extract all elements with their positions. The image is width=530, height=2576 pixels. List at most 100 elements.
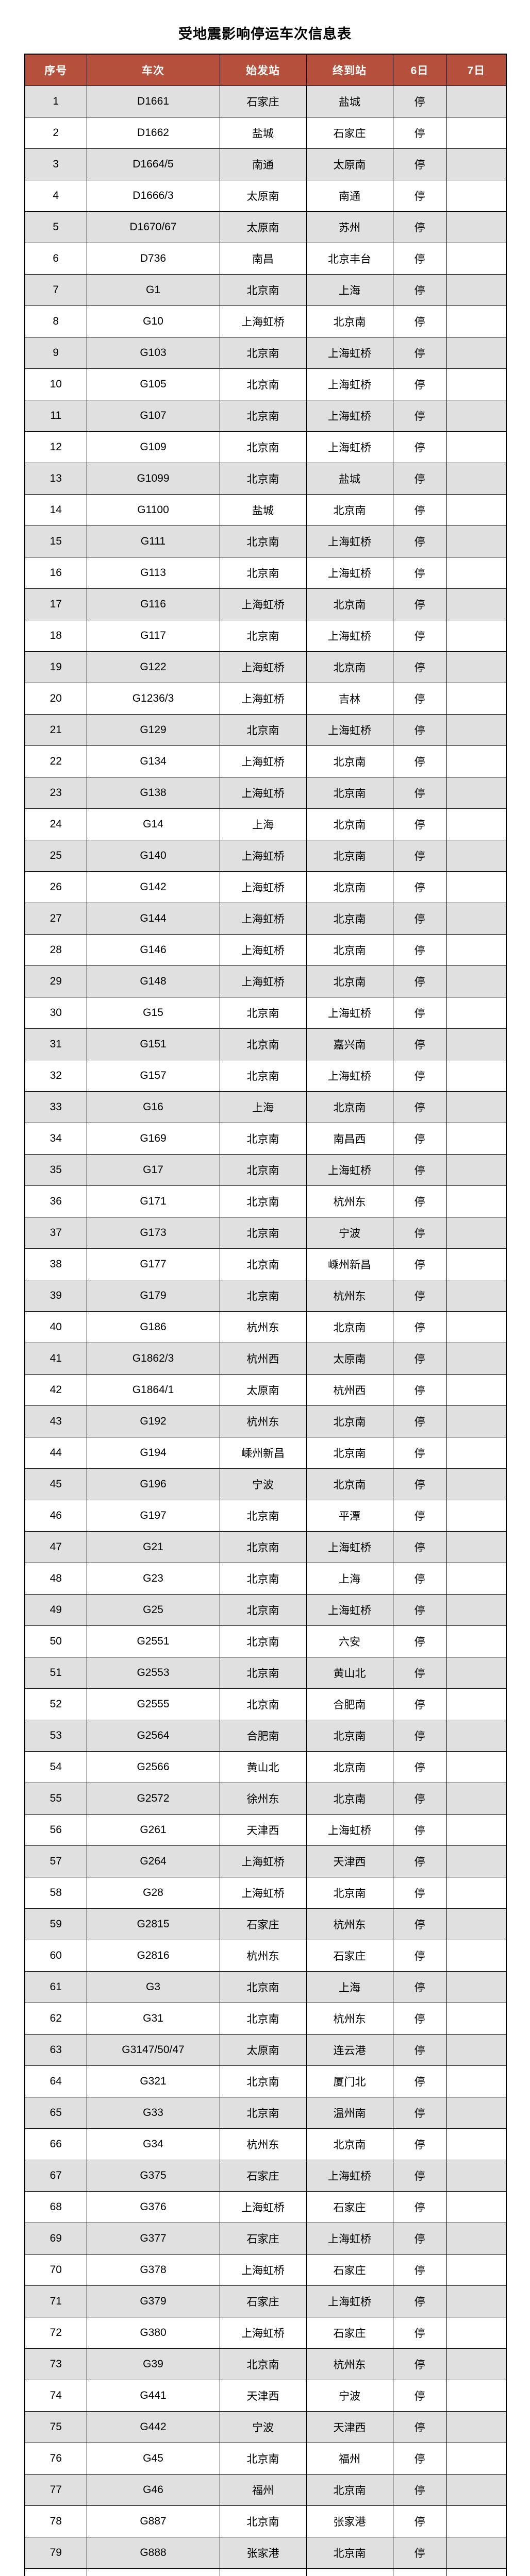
row-index-cell: 74 [24, 2379, 87, 2412]
row-destination-cell: 上海虹桥 [306, 368, 393, 400]
row-train-number-cell: G2572 [86, 1782, 220, 1815]
row-index-cell: 23 [24, 776, 87, 809]
row-day6-status-cell: 停 [392, 462, 447, 495]
row-day6-status-cell: 停 [392, 1405, 447, 1437]
row-destination-cell: 温州南 [306, 2096, 393, 2129]
row-index-cell: 45 [24, 1468, 87, 1500]
row-destination-cell: 上海虹桥 [306, 1154, 393, 1186]
row-day6-status-cell: 停 [392, 116, 447, 149]
table-row: 13 G1099 北京南 盐城停 [24, 462, 507, 495]
row-origin-cell: 石家庄 [219, 2285, 307, 2317]
row-index-cell: 4 [24, 179, 87, 212]
row-origin-cell: 上海虹桥 [219, 1845, 307, 1877]
row-train-number-cell: G140 [86, 839, 220, 872]
row-destination-cell: 南昌西 [306, 1122, 393, 1155]
row-origin-cell: 北京南 [219, 2348, 307, 2380]
row-origin-cell: 北京南 [219, 714, 307, 746]
row-index-cell: 3 [24, 148, 87, 180]
row-day7-status-cell [446, 1971, 507, 2003]
row-destination-cell: 北京南 [306, 1091, 393, 1123]
row-train-number-cell: G888 [86, 2536, 220, 2569]
table-row: 62 G31 北京南 杭州东停 [24, 2002, 507, 2035]
row-index-cell: 9 [24, 336, 87, 369]
row-day7-status-cell [446, 1279, 507, 1312]
table-row: 6 D736 南昌 北京丰台停 [24, 242, 507, 275]
table-row: 59 G2815 石家庄 杭州东停 [24, 1908, 507, 1940]
row-destination-cell: 北京南 [306, 651, 393, 683]
row-day7-status-cell [446, 2473, 507, 2506]
row-destination-cell: 北京南 [306, 1436, 393, 1469]
row-day6-status-cell: 停 [392, 2316, 447, 2349]
row-day6-status-cell: 停 [392, 839, 447, 872]
row-day6-status-cell: 停 [392, 1185, 447, 1217]
row-destination-cell: 北京南 [306, 1751, 393, 1783]
row-day7-status-cell [446, 2096, 507, 2129]
row-index-cell: 80 [24, 2568, 87, 2576]
row-day7-status-cell [446, 1908, 507, 1940]
row-index-cell: 28 [24, 934, 87, 966]
row-index-cell: 16 [24, 556, 87, 589]
row-origin-cell: 北京南 [219, 274, 307, 306]
row-index-cell: 56 [24, 1814, 87, 1846]
row-day6-status-cell: 停 [392, 2159, 447, 2192]
row-destination-cell: 黄山北 [306, 1656, 393, 1689]
row-index-cell: 34 [24, 1122, 87, 1155]
row-train-number-cell: D1670/67 [86, 211, 220, 243]
table-row: 26 G142 上海虹桥 北京南停 [24, 871, 507, 903]
table-row: 55 G2572 徐州东 北京南停 [24, 1782, 507, 1815]
row-origin-cell: 北京南 [219, 1625, 307, 1657]
row-day7-status-cell [446, 588, 507, 620]
row-day7-status-cell [446, 1939, 507, 1972]
row-day6-status-cell: 停 [392, 2285, 447, 2317]
row-train-number-cell: G442 [86, 2411, 220, 2443]
row-destination-cell: 上海虹桥 [306, 714, 393, 746]
row-origin-cell: 上海虹桥 [219, 839, 307, 872]
row-day7-status-cell [446, 242, 507, 275]
row-origin-cell: 北京南 [219, 1279, 307, 1312]
row-destination-cell: 天津西 [306, 2411, 393, 2443]
row-origin-cell: 天津西 [219, 2379, 307, 2412]
table-row: 29 G148 上海虹桥 北京南停 [24, 965, 507, 997]
table-row: 71 G379 石家庄 上海虹桥停 [24, 2285, 507, 2317]
row-day7-status-cell [446, 682, 507, 715]
row-train-number-cell: G16 [86, 1091, 220, 1123]
table-row: 78 G887 北京南 张家港停 [24, 2505, 507, 2537]
row-day7-status-cell [446, 714, 507, 746]
row-train-number-cell: G375 [86, 2159, 220, 2192]
row-train-number-cell: G179 [86, 1279, 220, 1312]
row-index-cell: 60 [24, 1939, 87, 1972]
row-day6-status-cell: 停 [392, 211, 447, 243]
row-train-number-cell: G261 [86, 1814, 220, 1846]
column-header-index: 序号 [24, 54, 87, 86]
row-train-number-cell: G14 [86, 808, 220, 840]
row-destination-cell: 北京南 [306, 934, 393, 966]
row-train-number-cell: G122 [86, 651, 220, 683]
row-day6-status-cell: 停 [392, 1311, 447, 1343]
row-day7-status-cell [446, 2253, 507, 2286]
table-row: 38 G177 北京南 嵊州新昌停 [24, 1248, 507, 1280]
table-row: 64 G321 北京南 厦门北停 [24, 2065, 507, 2097]
table-row: 1 D1661 石家庄 盐城停 [24, 85, 507, 117]
row-destination-cell: 杭州东 [306, 2348, 393, 2380]
table-row: 47 G21 北京南 上海虹桥停 [24, 1531, 507, 1563]
row-destination-cell: 北京南 [306, 2128, 393, 2160]
row-train-number-cell: G194 [86, 1436, 220, 1469]
row-day7-status-cell [446, 305, 507, 337]
row-train-number-cell: G2553 [86, 1656, 220, 1689]
row-train-number-cell: G129 [86, 714, 220, 746]
row-origin-cell: 北京南 [219, 1499, 307, 1532]
row-day6-status-cell: 停 [392, 745, 447, 777]
row-destination-cell: 石家庄 [306, 2253, 393, 2286]
row-day7-status-cell [446, 2316, 507, 2349]
row-index-cell: 24 [24, 808, 87, 840]
row-origin-cell: 上海虹桥 [219, 305, 307, 337]
row-day7-status-cell [446, 2065, 507, 2097]
row-day6-status-cell: 停 [392, 682, 447, 715]
row-index-cell: 30 [24, 996, 87, 1029]
row-index-cell: 58 [24, 1876, 87, 1909]
row-destination-cell: 上海虹桥 [306, 2222, 393, 2255]
row-day6-status-cell: 停 [392, 2348, 447, 2380]
row-day7-status-cell [446, 494, 507, 526]
row-destination-cell: 宁波 [306, 1216, 393, 1249]
row-destination-cell: 北京南 [306, 2473, 393, 2506]
